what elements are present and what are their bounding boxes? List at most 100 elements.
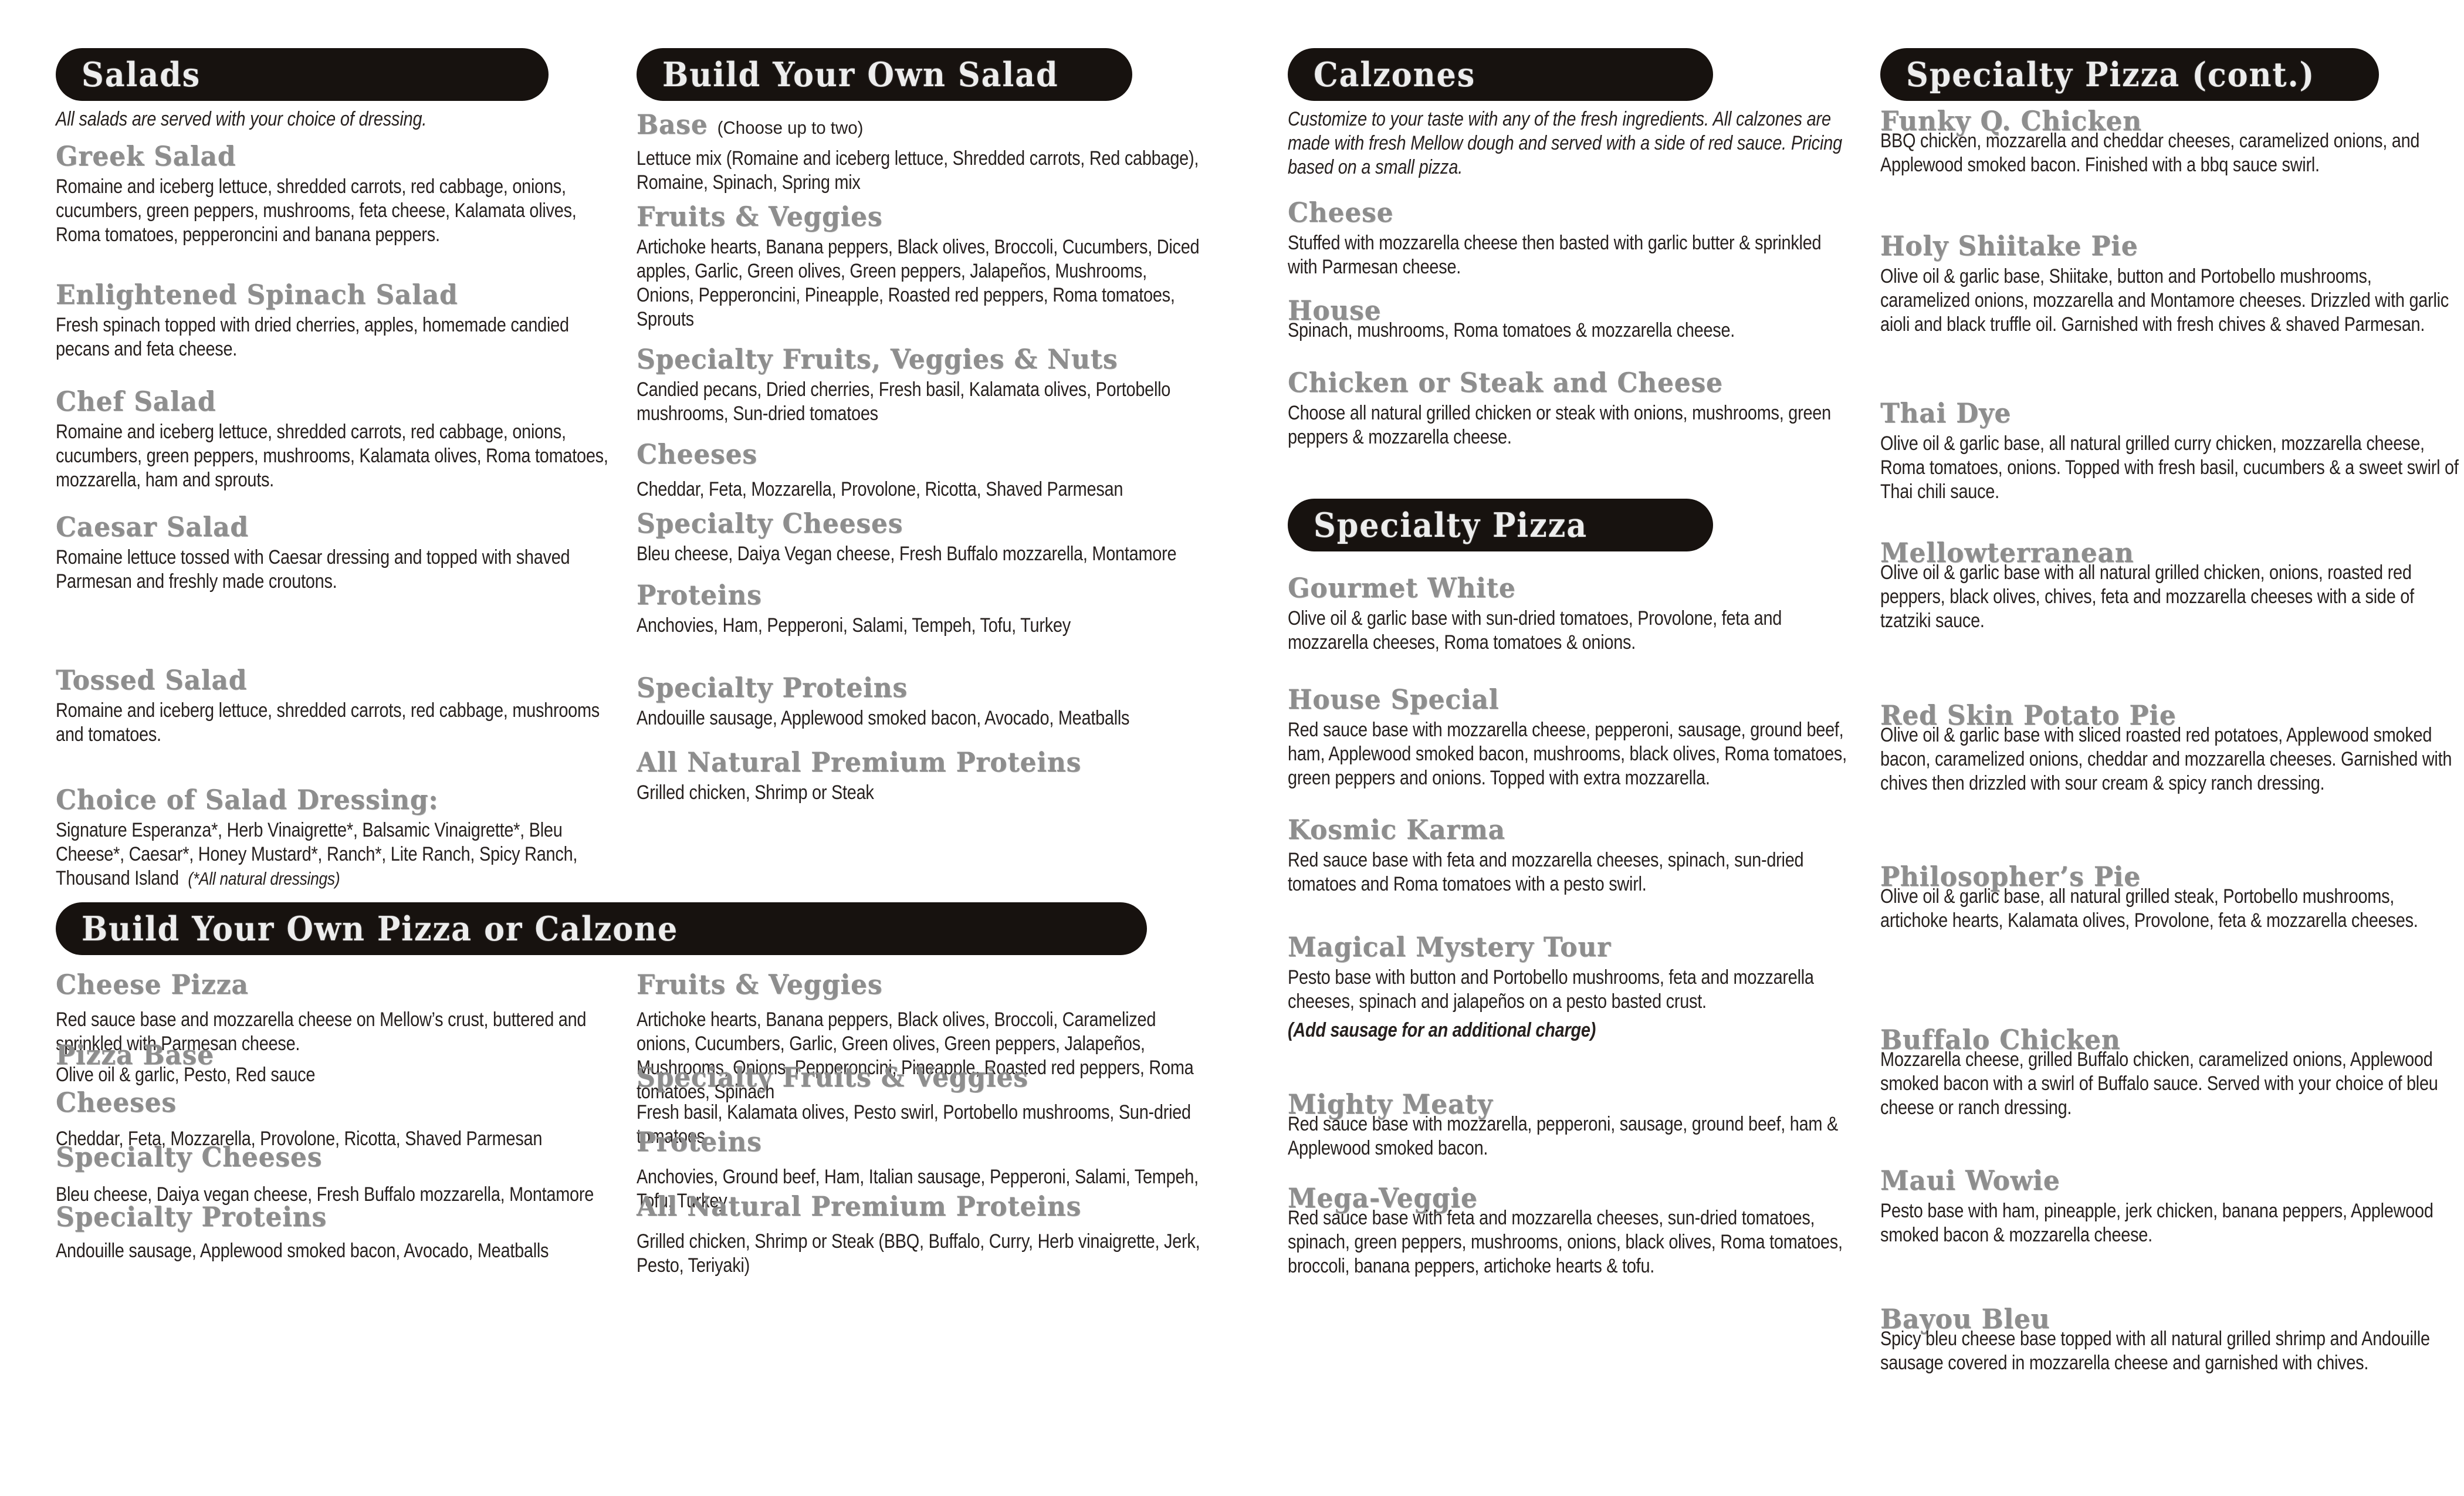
- menu-item: Magical Mystery Tour Pesto base with but…: [1288, 932, 1851, 1043]
- item-name: Cheese: [1288, 197, 1394, 228]
- column-salads: Salads All salads are served with your c…: [56, 0, 613, 1496]
- menu-item: Philosopher’s Pie Olive oil & garlic bas…: [1880, 861, 2458, 933]
- item-description: Choose all natural grilled chicken or st…: [1288, 402, 1831, 448]
- menu-item: Specialty Cheeses Bleu cheese, Daiya veg…: [56, 1142, 613, 1207]
- item-name: Funky Q. Chicken: [1880, 105, 2142, 137]
- item-name: Cheeses: [637, 438, 757, 470]
- item-description: Andouille sausage, Applewood smoked baco…: [56, 1240, 549, 1262]
- section-intro: All salads are served with your choice o…: [56, 107, 613, 131]
- item-description: Olive oil & garlic base, Shiitake, butto…: [1880, 265, 2449, 336]
- menu-item: Specialty Proteins Andouille sausage, Ap…: [56, 1201, 613, 1263]
- menu-item: Fruits & Veggies Artichoke hearts, Banan…: [637, 201, 1200, 331]
- item-name: All Natural Premium Proteins: [637, 1190, 1082, 1222]
- menu-item: Cheeses Cheddar, Feta, Mozzarella, Provo…: [56, 1087, 613, 1151]
- item-description: Anchovies, Ham, Pepperoni, Salami, Tempe…: [637, 614, 1071, 637]
- menu-item-dressings: Choice of Salad Dressing: Signature Espe…: [56, 784, 613, 891]
- item-description: Signature Esperanza*, Herb Vinaigrette*,…: [56, 818, 615, 891]
- item-description: Red sauce base with feta and mozzarella …: [1288, 1207, 1843, 1277]
- item-name: Proteins: [637, 579, 762, 611]
- item-name: Holy Shiitake Pie: [1880, 230, 2138, 262]
- item-description: Artichoke hearts, Banana peppers, Black …: [637, 1008, 1194, 1103]
- menu-item: All Natural Premium Proteins Grilled chi…: [637, 1191, 1200, 1278]
- item-name: Specialty Cheeses: [56, 1141, 323, 1173]
- menu-item: Specialty Proteins Andouille sausage, Ap…: [637, 672, 1200, 730]
- intro-text: Customize to your taste with any of the …: [1288, 108, 1843, 178]
- menu-item: Funky Q. Chicken BBQ chicken, mozzarella…: [1880, 106, 2458, 177]
- item-description: Bleu cheese, Daiya Vegan cheese, Fresh B…: [637, 543, 1177, 565]
- item-name: Pizza Base: [56, 1039, 214, 1071]
- item-description: Mozzarella cheese, grilled Buffalo chick…: [1880, 1048, 2438, 1119]
- item-name: House: [1288, 295, 1382, 326]
- menu-item: Proteins Anchovies, Ground beef, Ham, It…: [637, 1126, 1200, 1213]
- section-header-label: Calzones: [1314, 55, 1476, 94]
- menu-item: House Spinach, mushrooms, Roma tomatoes …: [1288, 295, 1851, 343]
- item-name: Tossed Salad: [56, 664, 248, 696]
- item-name: Specialty Cheeses: [637, 507, 903, 539]
- item-name: Cheese Pizza: [56, 969, 249, 1000]
- item-name: Mellowterranean: [1880, 537, 2134, 568]
- section-header-specialty-cont: Specialty Pizza (cont.): [1880, 48, 2379, 101]
- section-header-byo-pizza: Build Your Own Pizza or Calzone: [56, 902, 1147, 955]
- item-description: Olive oil & garlic base with all natural…: [1880, 561, 2414, 632]
- item-description: Lettuce mix (Romaine and iceberg lettuce…: [637, 147, 1199, 194]
- item-description: Bleu cheese, Daiya vegan cheese, Fresh B…: [56, 1183, 594, 1206]
- item-description: Anchovies, Ground beef, Ham, Italian sau…: [637, 1166, 1199, 1212]
- menu-item: Base (Choose up to two) Lettuce mix (Rom…: [637, 109, 1200, 195]
- item-name: All Natural Premium Proteins: [637, 746, 1082, 778]
- item-name: Red Skin Potato Pie: [1880, 699, 2177, 731]
- item-description: Pesto base with button and Portobello mu…: [1288, 966, 1814, 1013]
- section-header-specialty-pizza: Specialty Pizza: [1288, 499, 1713, 551]
- section-intro: Customize to your taste with any of the …: [1288, 107, 1851, 180]
- menu-item: Enlightened Spinach Salad Fresh spinach …: [56, 279, 613, 361]
- item-description: Pesto base with ham, pineapple, jerk chi…: [1880, 1200, 2433, 1246]
- item-name-suffix: (Choose up to two): [717, 117, 864, 138]
- item-name: Chef Salad: [56, 385, 216, 417]
- item-name: Thai Dye: [1880, 397, 2012, 429]
- menu-item: Kosmic Karma Red sauce base with feta an…: [1288, 814, 1851, 896]
- menu-item: Fruits & Veggies Artichoke hearts, Banan…: [637, 969, 1200, 1104]
- menu-item: All Natural Premium Proteins Grilled chi…: [637, 747, 1200, 805]
- item-name: Enlightened Spinach Salad: [56, 279, 458, 310]
- menu-item: Caesar Salad Romaine lettuce tossed with…: [56, 512, 613, 594]
- section-header-label: Specialty Pizza (cont.): [1906, 55, 2316, 94]
- item-note: (Add sausage for an additional charge): [1288, 1019, 1596, 1041]
- menu-item: Cheese Stuffed with mozzarella cheese th…: [1288, 197, 1851, 279]
- menu-item: Maui Wowie Pesto base with ham, pineappl…: [1880, 1165, 2458, 1247]
- menu-item: Chef Salad Romaine and iceberg lettuce, …: [56, 386, 613, 492]
- item-description: BBQ chicken, mozzarella and cheddar chee…: [1880, 130, 2420, 176]
- item-description: Romaine and iceberg lettuce, shredded ca…: [56, 421, 608, 491]
- item-description: Spinach, mushrooms, Roma tomatoes & mozz…: [1288, 319, 1735, 341]
- menu-item: Mellowterranean Olive oil & garlic base …: [1880, 537, 2458, 633]
- item-name: Maui Wowie: [1880, 1165, 2060, 1196]
- menu-item: Cheeses Cheddar, Feta, Mozzarella, Provo…: [637, 439, 1200, 502]
- dressing-list: Signature Esperanza*, Herb Vinaigrette*,…: [56, 819, 578, 889]
- item-description: Red sauce base with feta and mozzarella …: [1288, 849, 1804, 895]
- item-name: Cheeses: [56, 1087, 177, 1118]
- section-header-label: Salads: [82, 55, 201, 94]
- item-name: Philosopher’s Pie: [1880, 861, 2141, 892]
- item-description: Red sauce base with mozzarella cheese, p…: [1288, 719, 1847, 789]
- menu-item: Chicken or Steak and Cheese Choose all n…: [1288, 367, 1851, 449]
- menu-item: Mega-Veggie Red sauce base with feta and…: [1288, 1183, 1851, 1278]
- menu-item: Buffalo Chicken Mozzarella cheese, grill…: [1880, 1024, 2458, 1120]
- item-description: Olive oil & garlic, Pesto, Red sauce: [56, 1064, 316, 1086]
- menu-item: Tossed Salad Romaine and iceberg lettuce…: [56, 665, 613, 747]
- section-header-label: Build Your Own Salad: [662, 55, 1059, 94]
- item-name: Choice of Salad Dressing:: [56, 784, 439, 815]
- item-name: Gourmet White: [1288, 572, 1516, 604]
- section-header-label: Specialty Pizza: [1314, 505, 1588, 545]
- menu-item: Thai Dye Olive oil & garlic base, all na…: [1880, 397, 2459, 504]
- section-header-label: Build Your Own Pizza or Calzone: [82, 909, 679, 949]
- section-header-byo-salad: Build Your Own Salad: [637, 48, 1132, 101]
- menu-item: Greek Salad Romaine and iceberg lettuce,…: [56, 141, 613, 247]
- dressing-note: (*All natural dressings): [188, 868, 340, 889]
- item-name: Chicken or Steak and Cheese: [1288, 367, 1723, 398]
- item-name: Specialty Fruits, Veggies & Nuts: [637, 343, 1118, 375]
- item-name: Buffalo Chicken: [1880, 1024, 2121, 1055]
- column-specialty-cont: Specialty Pizza (cont.) Funky Q. Chicken…: [1880, 0, 2459, 1496]
- menu-item: Specialty Fruits & Veggies Fresh basil, …: [637, 1062, 1200, 1149]
- item-description: Fresh spinach topped with dried cherries…: [56, 314, 569, 360]
- item-description: Olive oil & garlic base with sun-dried t…: [1288, 607, 1782, 654]
- column-calzones-specialty: Calzones Customize to your taste with an…: [1288, 0, 1851, 1496]
- item-name: Bayou Bleu: [1880, 1303, 2050, 1335]
